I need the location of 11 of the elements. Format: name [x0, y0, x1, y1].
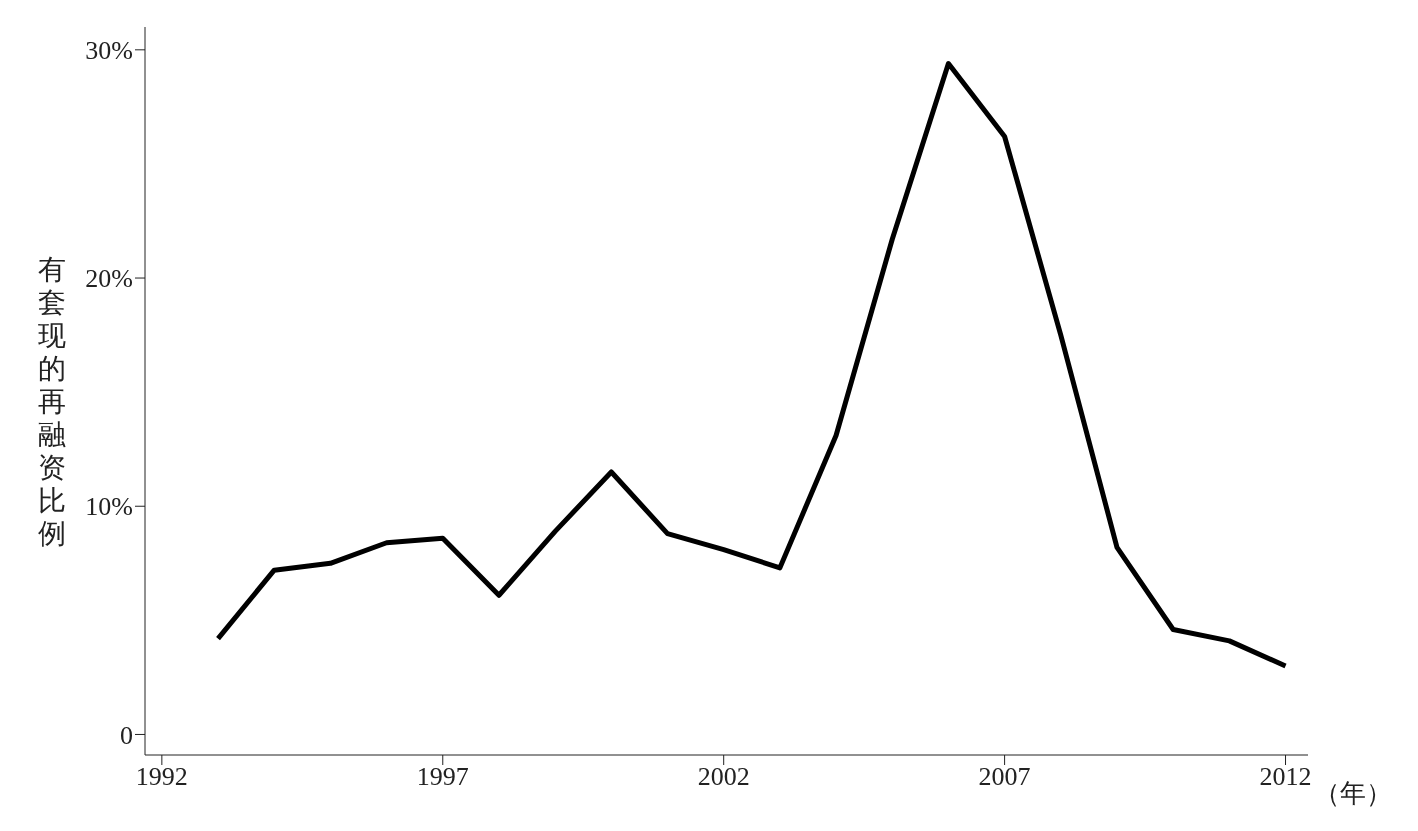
x-tick-label: 1997: [416, 762, 469, 792]
x-tick-label: 2002: [697, 762, 750, 792]
y-tick-label: 0: [120, 720, 133, 750]
x-axis-title: （年）: [1314, 778, 1392, 810]
text: 有套现的再融资比例: [38, 254, 66, 549]
y-tick-label: 10%: [85, 492, 133, 522]
y-tick-label: 30%: [85, 36, 133, 66]
y-tick-label: 20%: [85, 264, 133, 294]
x-tick-label: 1992: [135, 762, 188, 792]
x-tick-label: 2007: [978, 762, 1031, 792]
x-tick-label: 2012: [1259, 762, 1312, 792]
